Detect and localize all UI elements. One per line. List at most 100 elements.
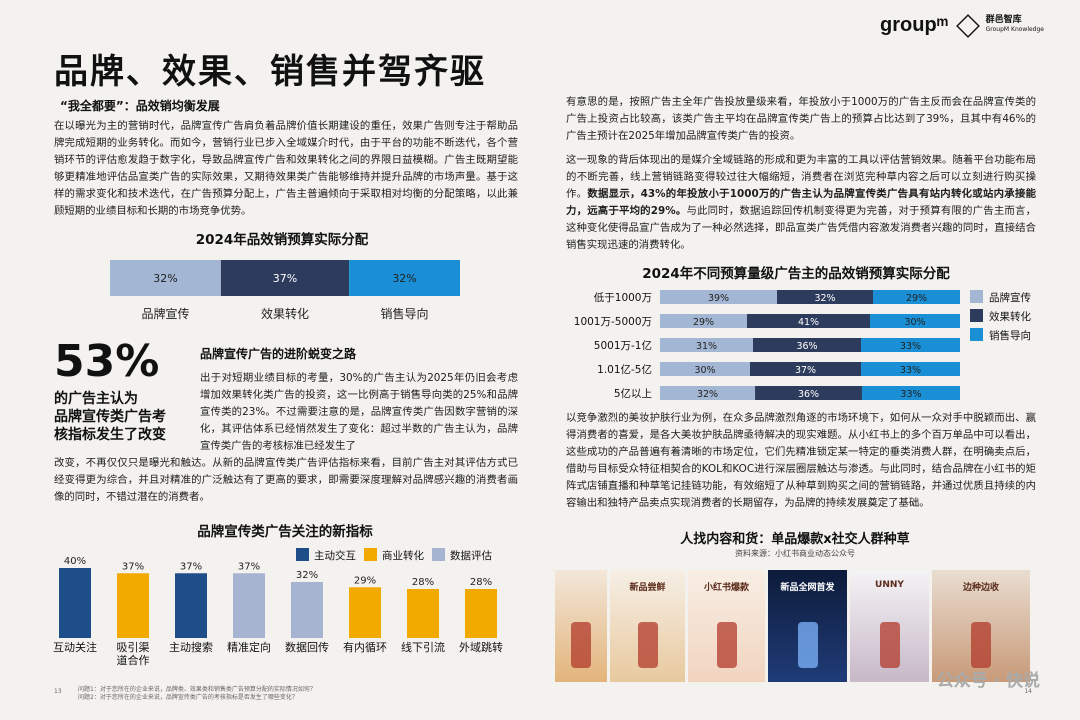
right-paragraph-1: 有意思的是，按照广告主全年广告投放量级来看，年投放小于1000万的广告主反而会在… — [566, 96, 1036, 142]
chart3-bar — [407, 589, 439, 638]
right-paragraph-2c: 与此同时，数据追踪回传机制变得更为完善，对于预算有限的广告主而言，这种变化使得品… — [566, 205, 1036, 251]
product-bottle — [571, 622, 591, 668]
product-bottle — [797, 622, 818, 668]
page-number-left: 13 — [54, 688, 62, 695]
chart2-value-label: 31% — [696, 341, 717, 352]
chart3-value-label: 37% — [180, 561, 202, 572]
photos-source: 资料来源：小红书商业动态公众号 — [735, 549, 855, 558]
photos-title: 人找内容和货：单品爆款x社交人群种草 — [680, 532, 910, 547]
chart2-title: 2024年不同预算量级广告主的品效销预算实际分配 — [642, 266, 950, 282]
chart3-bar — [117, 573, 149, 638]
chart2-segment — [861, 386, 960, 400]
chart3-category-label: 道合作 — [117, 653, 150, 667]
chart3-value-label: 40% — [64, 556, 86, 567]
right-paragraph-2-bold: 数据显示，43%的年投放小于1000万的广告主认为品牌宣传类广告具有站内转化或站… — [566, 188, 1037, 217]
chart2-value-label: 30% — [904, 317, 925, 328]
chart2-category-label: 1001万-5000万 — [574, 316, 652, 328]
chart3-value-label: 32% — [296, 570, 318, 581]
chart3-legend-label: 数据评估 — [450, 549, 492, 562]
chart2-segment — [755, 386, 862, 400]
chart3-legend-label: 主动交互 — [314, 549, 356, 562]
chart1-title: 2024年品效销预算实际分配 — [195, 232, 369, 248]
chart3-category-label: 主动搜索 — [169, 640, 213, 654]
watermark: 公众号 · 快说 — [936, 671, 1040, 691]
footnotes: 问题1：对于您所在的企业来说，品牌类、效果类和销售类广告预算分配的实际情况如何？… — [78, 686, 498, 702]
product-bottle — [879, 622, 900, 668]
big-stat: 53% — [54, 336, 160, 387]
chart3-legend-label: 商业转化 — [382, 549, 424, 562]
chart2-svg: 低于1000万 39% 32% 29% 1001万-5000万 29% 41% 30% 5001… — [574, 290, 1031, 400]
right-paragraph-2: 这一现象的背后体现出的是媒介全域链路的形成和更为丰富的工具以评估营销效果。随着平… — [566, 152, 1036, 254]
chart1-value-label: 32% — [392, 272, 416, 285]
footnote-2: 问题2：对于您所在的企业来说，品牌宣传类广告的考核指标是否发生了哪些变化？ — [78, 694, 298, 701]
chart1-value-label: 37% — [273, 272, 297, 285]
product-bottle — [971, 622, 991, 668]
chart3-bar — [291, 582, 323, 638]
chart3-category-label: 精准定向 — [227, 640, 271, 654]
chart1-value-label: 32% — [153, 272, 177, 285]
chart2-value-label: 33% — [900, 341, 921, 352]
chart2-segment — [660, 362, 750, 376]
qd-logo-text: 群邑智库 GroupM Knowledge — [986, 15, 1044, 35]
chart3-value-label: 29% — [354, 575, 376, 586]
chart2-segment — [747, 314, 870, 328]
product-photo: 小红书爆款 — [688, 570, 765, 682]
chart2-value-label: 32% — [814, 293, 835, 304]
chart2-segment — [660, 314, 747, 328]
chart2-legend-swatch — [970, 328, 983, 341]
chart1-segment-0 — [110, 260, 221, 296]
chart2-value-label: 41% — [798, 317, 819, 328]
chart2-category-label: 低于1000万 — [594, 291, 652, 304]
chart1-segment-2 — [349, 260, 460, 296]
chart3-category-label: 外域跳转 — [459, 640, 503, 654]
chart2-segment — [753, 338, 861, 352]
chart2-segment — [861, 338, 960, 352]
groupm-logo: groupᵐ — [880, 14, 948, 36]
product-photo: UNNY — [850, 570, 929, 682]
chart2-segment — [660, 386, 756, 400]
chart2-category-label: 5001万-1亿 — [594, 339, 652, 352]
product-photo: 新品尝鲜 — [610, 570, 685, 682]
chart1-category-label: 品牌宣传 — [141, 306, 189, 321]
product-photo-caption: 新品尝鲜 — [629, 583, 666, 593]
chart2-value-label: 33% — [900, 365, 921, 376]
chart2-value-label: 39% — [708, 293, 729, 304]
page-title: 品牌、效果、销售并驾齐驱 — [54, 52, 486, 92]
chart3-value-label: 37% — [238, 561, 260, 572]
chart2-segment — [861, 362, 960, 376]
chart2-legend-swatch — [970, 309, 983, 322]
chart2-category-label: 1.01亿-5亿 — [597, 363, 652, 376]
chart2-value-label: 32% — [697, 389, 718, 400]
chart3-category-label: 吸引渠 — [117, 640, 150, 654]
chart1-segment-1 — [220, 260, 350, 296]
subhead-2: 品牌宣传广告的进阶蜕变之路 — [200, 347, 357, 361]
chart2-segment — [873, 290, 960, 304]
chart3-bar — [349, 587, 381, 638]
chart2-legend-label: 品牌宣传 — [989, 291, 1031, 304]
product-photo-caption: 边种边收 — [962, 583, 999, 593]
qd-logo-icon — [956, 14, 980, 38]
product-photo-caption: 小红书爆款 — [703, 583, 749, 593]
chart2-value-label: 29% — [906, 293, 927, 304]
chart3-legend-swatch — [296, 548, 309, 561]
right-paragraph-2a: 这一现象的背后体现出的是媒介全域链路的形成和更为丰富的工具以评估营销效果。随着平… — [566, 154, 1036, 200]
chart2-value-label: 33% — [900, 389, 921, 400]
chart3-value-label: 28% — [412, 577, 434, 588]
chart2-segment — [777, 290, 873, 304]
chart3-bar — [175, 573, 207, 638]
chart2-legend-label: 销售导向 — [989, 329, 1031, 342]
chart2-segment — [660, 290, 777, 304]
footnote-1: 问题1：对于您所在的企业来说，品牌类、效果类和销售类广告预算分配的实际情况如何？ — [78, 686, 316, 693]
chart2-value-label: 29% — [693, 317, 714, 328]
chart1-svg: 32% 品牌宣传 37% 效果转化 32% 销售导向 — [110, 260, 460, 321]
chart2-segment — [870, 314, 960, 328]
left-paragraph-3: 改变，不再仅仅只是曝光和触达。从新的品牌宣传类广告评估指标来看，目前广告主对其评… — [54, 457, 518, 503]
product-photo — [555, 570, 607, 682]
chart1-category-label: 销售导向 — [381, 306, 429, 321]
left-paragraph-1: 在以曝光为主的营销时代，品牌宣传广告肩负着品牌价值长期建设的重任，效果广告则专注… — [54, 120, 518, 217]
chart3-category-label: 线下引流 — [401, 640, 445, 654]
chart3-bar — [465, 589, 497, 638]
chart3-bar — [233, 573, 265, 638]
chart3-bar — [59, 568, 91, 638]
